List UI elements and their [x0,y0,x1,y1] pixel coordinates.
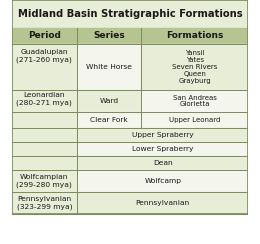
Bar [141,90,249,112]
Text: Wolfcampian
(299-280 mya): Wolfcampian (299-280 mya) [16,174,72,188]
Text: Period: Period [28,31,61,41]
Text: Guadalupian
(271-260 mya): Guadalupian (271-260 mya) [16,49,72,63]
Bar [77,142,249,156]
Text: Series: Series [93,31,125,41]
Text: Dean: Dean [153,160,173,166]
Bar [141,112,249,128]
Text: Leonardian
(280-271 mya): Leonardian (280-271 mya) [16,92,72,106]
Bar [77,128,249,142]
Bar [11,142,77,156]
Bar [11,44,77,90]
Bar [11,112,77,128]
Text: Pennsylvanian
(323-299 mya): Pennsylvanian (323-299 mya) [17,196,72,210]
Bar [77,90,141,112]
Bar [77,156,249,170]
Text: White Horse: White Horse [86,64,132,70]
Text: Upper Leonard: Upper Leonard [169,117,220,123]
Bar [11,156,77,170]
Bar [11,0,249,214]
Bar [141,44,249,90]
Bar [77,170,249,192]
Text: Wolfcamp: Wolfcamp [144,178,181,184]
Bar [11,192,77,214]
Text: Upper Spraberry: Upper Spraberry [132,132,194,138]
Bar [11,0,249,28]
Bar [11,128,77,142]
Text: Midland Basin Stratigraphic Formations: Midland Basin Stratigraphic Formations [18,9,242,19]
Bar [11,28,249,44]
Bar [11,90,77,112]
Bar [77,44,141,90]
Text: Pennsylvanian: Pennsylvanian [136,200,190,206]
Text: Clear Fork: Clear Fork [90,117,128,123]
Bar [77,112,141,128]
Bar [11,170,77,192]
Text: San Andreas
Glorietta: San Andreas Glorietta [173,94,217,108]
Bar [77,192,249,214]
Text: Formations: Formations [166,31,223,41]
Text: Lower Spraberry: Lower Spraberry [132,146,193,152]
Text: Ward: Ward [100,98,119,104]
Text: Yansil
Yates
Seven Rivers
Queen
Grayburg: Yansil Yates Seven Rivers Queen Grayburg [172,50,217,84]
